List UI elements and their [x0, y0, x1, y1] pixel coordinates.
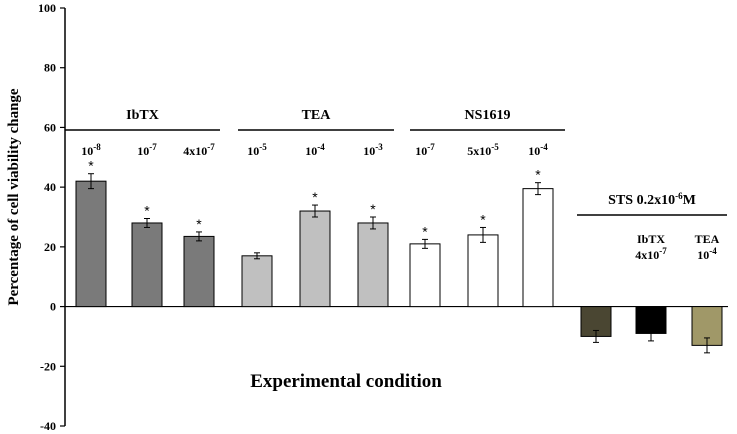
significance-marker: * [370, 201, 376, 217]
bar-label-base: 4x10 [635, 248, 659, 262]
bar-label-base: 10 [415, 144, 427, 158]
bar-label-base: 10 [137, 144, 149, 158]
sts-label-exponent: -6 [675, 191, 683, 201]
significance-marker: * [312, 189, 318, 205]
x-axis-label: Experimental condition [250, 371, 442, 392]
group-label: NS1619 [465, 108, 511, 123]
bar-label-base: 10 [81, 144, 93, 158]
bar-label-base: 10 [247, 144, 259, 158]
y-tick-label: 80 [44, 61, 56, 75]
bar-label: 10-7 [415, 142, 435, 158]
bar [75, 180, 107, 308]
bar-label-base: 10 [697, 248, 709, 262]
group-label: IbTX [126, 108, 159, 123]
significance-marker: * [196, 216, 202, 232]
bar-label-exponent: -4 [317, 142, 325, 152]
y-ticks: 100 80 60 40 20 0 -20 -40 [38, 1, 65, 433]
bar-label-exponent: -4 [540, 142, 548, 152]
bar-label-base: 10 [363, 144, 375, 158]
bar-label-exponent: -5 [491, 142, 499, 152]
y-tick-label: -20 [40, 359, 56, 373]
bar-label: 4x10-7 [183, 142, 215, 158]
bar-label-exponent: -3 [375, 142, 383, 152]
bar-label-exponent: -8 [93, 142, 101, 152]
bar-label-exponent: -7 [149, 142, 157, 152]
y-tick-label: 100 [38, 1, 56, 15]
bar [522, 188, 554, 308]
axes [64, 8, 728, 426]
bar-label-name: IbTX [637, 232, 665, 246]
y-tick-label: 20 [44, 240, 56, 254]
bar-label: 10-4 [697, 246, 717, 262]
y-tick-label: 40 [44, 180, 56, 194]
bar-label: 10-7 [137, 142, 157, 158]
significance-marker: * [422, 223, 428, 239]
y-tick-label: -40 [40, 419, 56, 433]
bar [467, 234, 499, 308]
significance-marker: * [144, 202, 150, 218]
bar [357, 222, 389, 308]
group-label: TEA [302, 108, 332, 123]
significance-marker: * [535, 167, 541, 183]
bar-label: 10-5 [247, 142, 267, 158]
bar-label-base: 10 [305, 144, 317, 158]
y-tick-label: 60 [44, 120, 56, 134]
bar-label-name: TEA [695, 232, 720, 246]
bar-label-exponent: -7 [207, 142, 215, 152]
significance-marker: * [480, 211, 486, 227]
bar [183, 235, 215, 308]
bar-label: 10-3 [363, 142, 383, 158]
bar-label-exponent: -7 [659, 246, 667, 256]
bar-label: 10-8 [81, 142, 101, 158]
sts-group-label: STS 0.2x10-6M [608, 191, 696, 208]
bar-label-base: 4x10 [183, 144, 207, 158]
sts-label-main: STS 0.2x10 [608, 193, 675, 208]
bar-label: 4x10-7 [635, 246, 667, 262]
bar-label-base: 10 [528, 144, 540, 158]
y-axis-label: Percentage of cell viability change [6, 88, 22, 306]
bar-label-exponent: -7 [427, 142, 435, 152]
significance-marker: * [88, 158, 94, 174]
bar [299, 210, 331, 308]
bar-label: 10-4 [528, 142, 548, 158]
sts-label-unit: M [683, 193, 696, 208]
bar-label-exponent: -5 [259, 142, 267, 152]
bars: * * * * * * * * [75, 158, 723, 354]
bar-label: 10-4 [305, 142, 325, 158]
bar [241, 255, 273, 308]
y-tick-label: 0 [50, 300, 56, 314]
bar-label-exponent: -4 [709, 246, 717, 256]
bar [131, 222, 163, 308]
bar-label-base: 5x10 [467, 144, 491, 158]
bar-label: 5x10-5 [467, 142, 499, 158]
bar [409, 243, 441, 308]
labels: 10-8 10-7 4x10-7 10-5 10-4 10-3 10-7 5x10-5 10-4… [65, 108, 727, 262]
